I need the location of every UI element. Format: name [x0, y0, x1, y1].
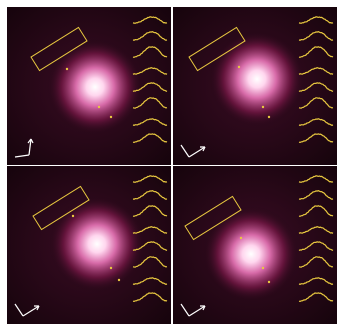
profile-curve: [298, 277, 334, 285]
marker-dot: [65, 67, 69, 71]
slit-box: [188, 26, 246, 72]
profile-curve: [132, 241, 168, 252]
marker-dot: [117, 278, 121, 282]
profile-curve: [132, 67, 168, 75]
profile-curve: [298, 133, 334, 144]
bottom-right-panel: [173, 166, 337, 324]
marker-dot: [267, 280, 271, 284]
profile-curve: [298, 226, 334, 234]
profile-curve: [298, 118, 334, 126]
profile-curve: [132, 226, 168, 234]
profile-curve: [132, 292, 168, 303]
marker-dot: [261, 266, 265, 270]
marker-dot: [267, 115, 271, 119]
slit-box: [32, 185, 90, 231]
source-glow: [47, 39, 143, 135]
compass-upright-arrow-icon: [180, 303, 206, 317]
profile-curve: [132, 97, 168, 109]
profile-curve: [132, 190, 168, 200]
profile-curve: [298, 31, 334, 41]
profile-curve: [132, 82, 168, 93]
profile-curve: [132, 133, 168, 144]
profile-curve: [132, 277, 168, 285]
profile-curve: [298, 256, 334, 268]
slit-box: [30, 26, 88, 72]
profile-curve: [132, 205, 168, 217]
compass-up-arrow-icon: [14, 138, 34, 158]
profile-curve: [298, 16, 334, 24]
top-right-panel-image: [173, 7, 337, 165]
profile-curve: [132, 46, 168, 58]
profile-curve: [132, 16, 168, 24]
profile-curve: [132, 118, 168, 126]
source-glow: [209, 31, 305, 127]
marker-dot: [71, 214, 75, 218]
profile-curve: [298, 97, 334, 109]
source-glow: [49, 196, 145, 292]
source-glow: [203, 206, 299, 302]
profile-curve: [298, 46, 334, 58]
marker-dot: [109, 266, 113, 270]
bottom-right-panel-image: [173, 166, 337, 324]
profile-curve: [298, 292, 334, 303]
profile-curve: [298, 175, 334, 183]
marker-dot: [239, 236, 243, 240]
marker-dot: [109, 115, 113, 119]
profile-curve: [298, 82, 334, 93]
bottom-left-panel-image: [7, 166, 171, 324]
profile-curve: [132, 175, 168, 183]
top-left-panel: [7, 7, 171, 165]
profile-curve: [298, 67, 334, 75]
top-right-panel: [173, 7, 337, 165]
marker-dot: [237, 65, 241, 69]
profile-curve: [298, 205, 334, 217]
profile-curve: [298, 190, 334, 200]
bottom-left-panel: [7, 166, 171, 324]
compass-upright-arrow-icon: [180, 144, 206, 158]
profile-curve: [132, 31, 168, 41]
compass-downright-arrow-icon: [14, 303, 40, 317]
profile-curve: [132, 256, 168, 268]
marker-dot: [261, 105, 265, 109]
profile-curve: [298, 241, 334, 252]
marker-dot: [97, 105, 101, 109]
slit-box: [184, 195, 242, 241]
top-left-panel-image: [7, 7, 171, 165]
